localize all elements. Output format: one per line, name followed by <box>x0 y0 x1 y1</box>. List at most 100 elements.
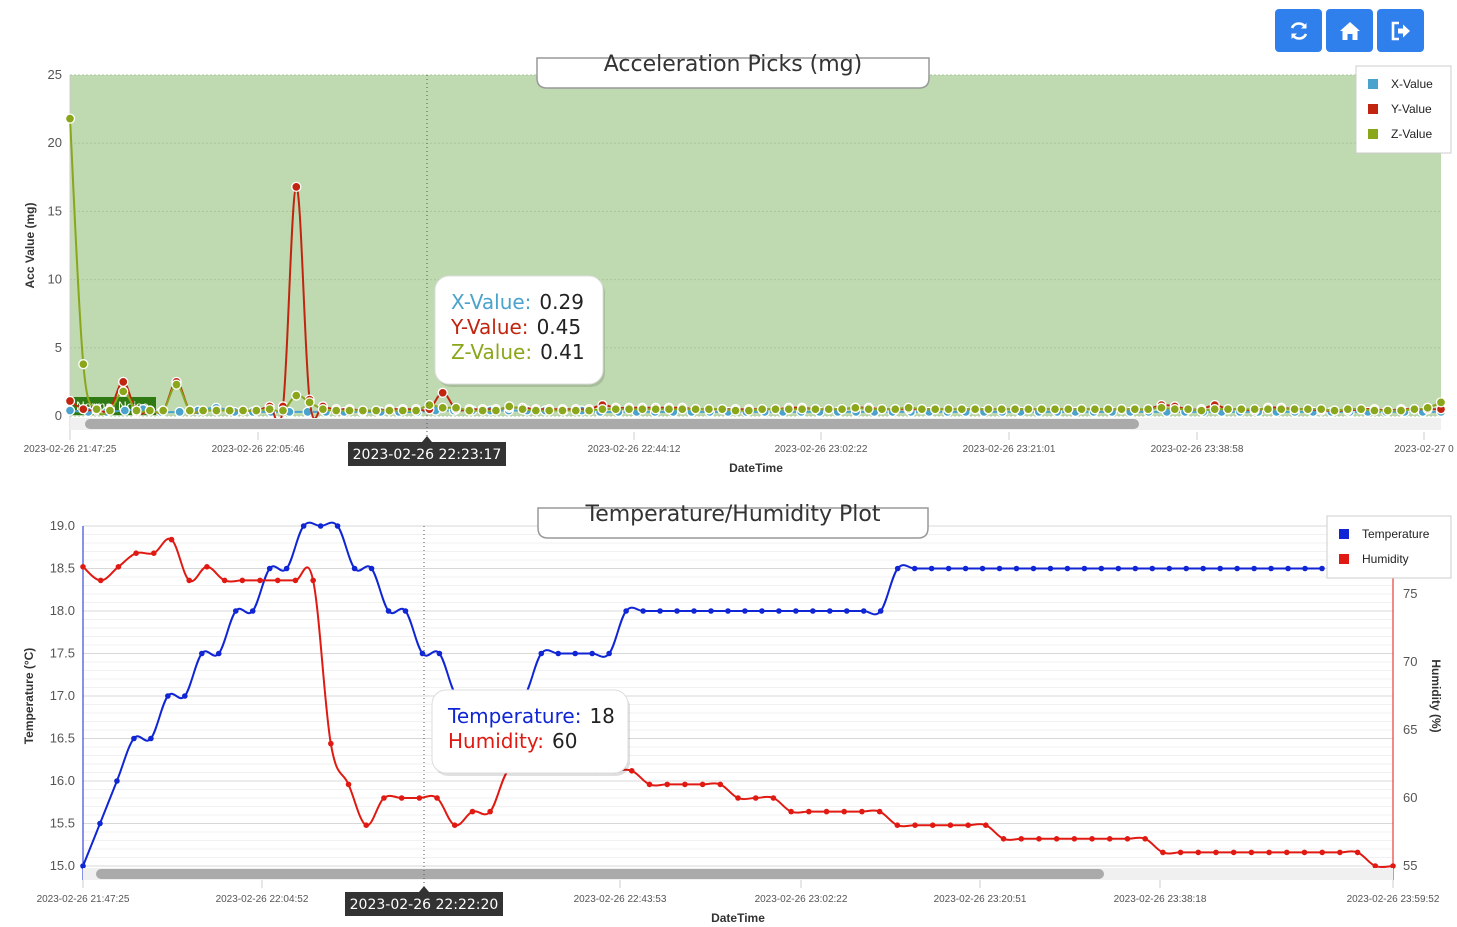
home-button[interactable] <box>1326 9 1373 52</box>
data-point <box>331 405 342 416</box>
data-point <box>916 404 928 415</box>
data-point <box>277 405 289 416</box>
data-point <box>1262 404 1274 415</box>
toolbar <box>1275 9 1424 52</box>
x-tick-label: 2023-02-27 0 <box>1394 444 1454 455</box>
crosshair-label: 2023-02-26 22:22:20 <box>345 886 503 916</box>
data-point <box>450 402 462 413</box>
data-point <box>1036 404 1047 415</box>
crosshair-label-text: 2023-02-26 22:22:20 <box>350 897 499 913</box>
data-point <box>1053 836 1060 842</box>
data-point <box>410 405 422 416</box>
data-point <box>80 863 86 869</box>
data-point <box>1009 404 1021 415</box>
data-point <box>402 608 409 614</box>
y2-tick-label: 65 <box>1403 722 1417 737</box>
data-point <box>1200 565 1206 572</box>
data-point <box>890 404 901 415</box>
data-point <box>119 405 130 416</box>
crosshair-label-box <box>345 892 503 916</box>
data-point <box>419 650 426 657</box>
data-point <box>237 405 249 416</box>
th-tooltip-row: Temperature: 18 <box>447 704 615 728</box>
data-point <box>1098 565 1105 572</box>
data-point <box>1081 565 1088 572</box>
data-point <box>1316 404 1327 415</box>
data-point <box>826 608 833 614</box>
data-point <box>186 577 193 584</box>
data-point <box>1195 849 1202 856</box>
data-point <box>1372 863 1379 869</box>
data-point <box>544 405 555 416</box>
acc-chart-title: Acceleration Picks (mg) <box>604 52 862 77</box>
data-point <box>215 650 222 657</box>
legend-swatch <box>1368 129 1378 139</box>
data-point <box>464 405 475 416</box>
th-chart-title-tab <box>537 507 929 539</box>
data-point <box>1089 836 1095 842</box>
logout-button[interactable] <box>1377 9 1424 52</box>
tooltip-value: 0.41 <box>540 340 585 364</box>
data-point <box>1283 849 1290 856</box>
home-icon <box>1339 21 1360 40</box>
data-point <box>1319 565 1325 572</box>
data-point <box>1355 404 1367 415</box>
y-tick-label: 20 <box>48 135 62 150</box>
data-point <box>436 650 443 657</box>
crosshair-label-text: 2023-02-26 22:23:17 <box>353 447 502 463</box>
y2-tick-label: 55 <box>1403 858 1417 873</box>
data-point <box>363 822 370 828</box>
data-point <box>628 768 635 774</box>
data-point <box>623 404 635 415</box>
data-point <box>370 405 382 416</box>
data-point <box>793 608 799 614</box>
data-point <box>300 523 307 529</box>
y-tick-label: 16.0 <box>50 773 75 788</box>
data-point <box>291 390 302 401</box>
y-tick-label: 15.5 <box>50 816 75 831</box>
data-point <box>708 608 714 614</box>
data-point <box>674 608 680 614</box>
tooltip-label: X-Value: <box>451 290 531 314</box>
data-point <box>691 608 697 614</box>
data-point <box>637 404 648 415</box>
data-point <box>1369 405 1380 416</box>
data-point <box>1222 404 1234 415</box>
data-point <box>788 808 794 815</box>
data-point <box>850 402 861 413</box>
data-point <box>1023 404 1034 415</box>
data-point <box>1089 404 1101 415</box>
refresh-button[interactable] <box>1275 9 1322 52</box>
data-point <box>182 693 188 699</box>
y-axis-title: Temperature (°C) <box>22 648 36 745</box>
acc-legend: X-Value Y-Value Z-Value <box>1355 65 1452 154</box>
data-point <box>264 404 275 415</box>
data-point <box>947 822 954 828</box>
y-tick-label: 10 <box>48 272 62 287</box>
data-point <box>398 795 405 801</box>
data-point <box>657 608 663 614</box>
data-point <box>165 693 171 699</box>
data-point <box>1276 404 1287 415</box>
data-point <box>557 405 568 416</box>
legend-label: X-Value <box>1391 77 1433 91</box>
data-point <box>78 359 89 370</box>
data-point <box>1285 565 1291 572</box>
data-point <box>717 781 724 788</box>
data-point <box>451 822 458 828</box>
legend-swatch <box>1368 104 1378 114</box>
data-point <box>1049 404 1061 415</box>
data-point <box>151 550 157 556</box>
data-point <box>965 822 971 828</box>
data-point <box>1213 849 1219 856</box>
data-point <box>1047 565 1054 572</box>
data-point <box>703 404 715 415</box>
data-point <box>368 565 375 572</box>
data-point <box>274 577 281 584</box>
data-point <box>776 608 782 614</box>
data-point <box>487 808 493 815</box>
data-point <box>876 404 888 415</box>
data-point <box>841 808 848 815</box>
x-tick-label: 2023-02-26 23:38:58 <box>1151 444 1244 455</box>
data-point <box>1248 849 1255 856</box>
